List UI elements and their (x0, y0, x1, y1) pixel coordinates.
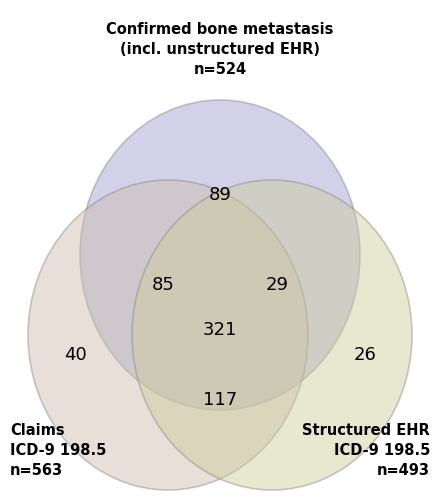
Text: 321: 321 (203, 321, 237, 339)
Ellipse shape (28, 180, 308, 490)
Ellipse shape (80, 100, 360, 410)
Text: 117: 117 (203, 391, 237, 409)
Text: Claims
ICD-9 198.5
n=563: Claims ICD-9 198.5 n=563 (10, 424, 106, 478)
Text: Structured EHR
ICD-9 198.5
n=493: Structured EHR ICD-9 198.5 n=493 (302, 424, 430, 478)
Ellipse shape (132, 180, 412, 490)
Text: Confirmed bone metastasis
(incl. unstructured EHR)
n=524: Confirmed bone metastasis (incl. unstruc… (106, 22, 334, 76)
Text: 89: 89 (209, 186, 231, 204)
Text: 85: 85 (152, 276, 175, 294)
Text: 40: 40 (64, 346, 86, 364)
Text: 26: 26 (354, 346, 377, 364)
Text: 29: 29 (265, 276, 288, 294)
